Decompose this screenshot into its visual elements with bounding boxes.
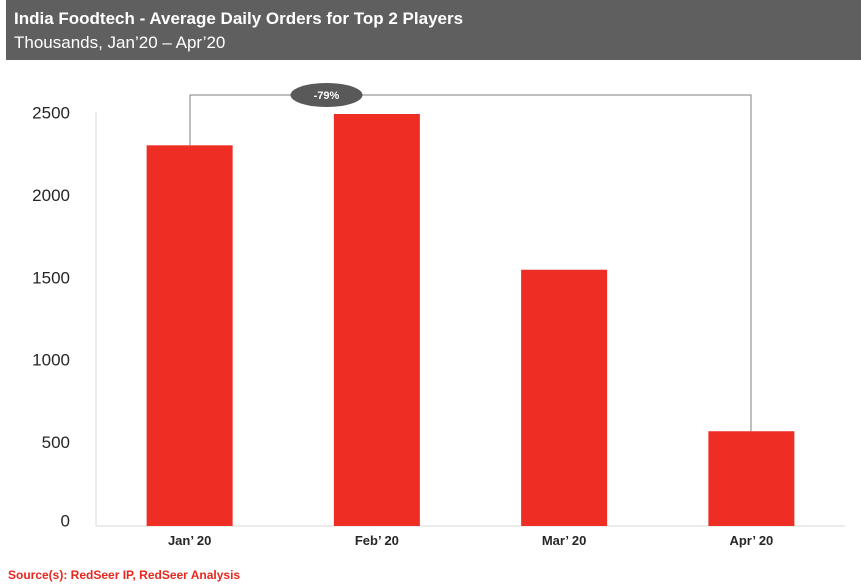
bar bbox=[333, 114, 420, 526]
source-note: Source(s): RedSeer IP, RedSeer Analysis bbox=[8, 568, 241, 582]
x-tick-label: Mar’ 20 bbox=[542, 533, 587, 548]
chart-title: India Foodtech - Average Daily Orders fo… bbox=[14, 9, 464, 28]
y-tick-label: 1000 bbox=[32, 351, 70, 370]
y-tick-label: 2000 bbox=[32, 186, 70, 205]
x-tick-label: Jan’ 20 bbox=[168, 533, 211, 548]
chart-header: India Foodtech - Average Daily Orders fo… bbox=[6, 0, 861, 60]
change-label: -79% bbox=[314, 90, 340, 102]
bar bbox=[521, 269, 608, 526]
y-tick-label: 0 bbox=[61, 511, 70, 530]
y-tick-label: 2500 bbox=[32, 103, 70, 122]
change-bubble bbox=[290, 83, 363, 107]
chart-subtitle: Thousands, Jan’20 – Apr’20 bbox=[14, 33, 226, 52]
x-tick-label: Apr’ 20 bbox=[729, 533, 773, 548]
y-tick-label: 500 bbox=[42, 433, 70, 452]
change-bracket bbox=[189, 94, 752, 432]
y-tick-label: 1500 bbox=[32, 268, 70, 287]
bar bbox=[708, 431, 795, 526]
x-tick-label: Feb’ 20 bbox=[355, 533, 399, 548]
bar bbox=[146, 145, 233, 526]
